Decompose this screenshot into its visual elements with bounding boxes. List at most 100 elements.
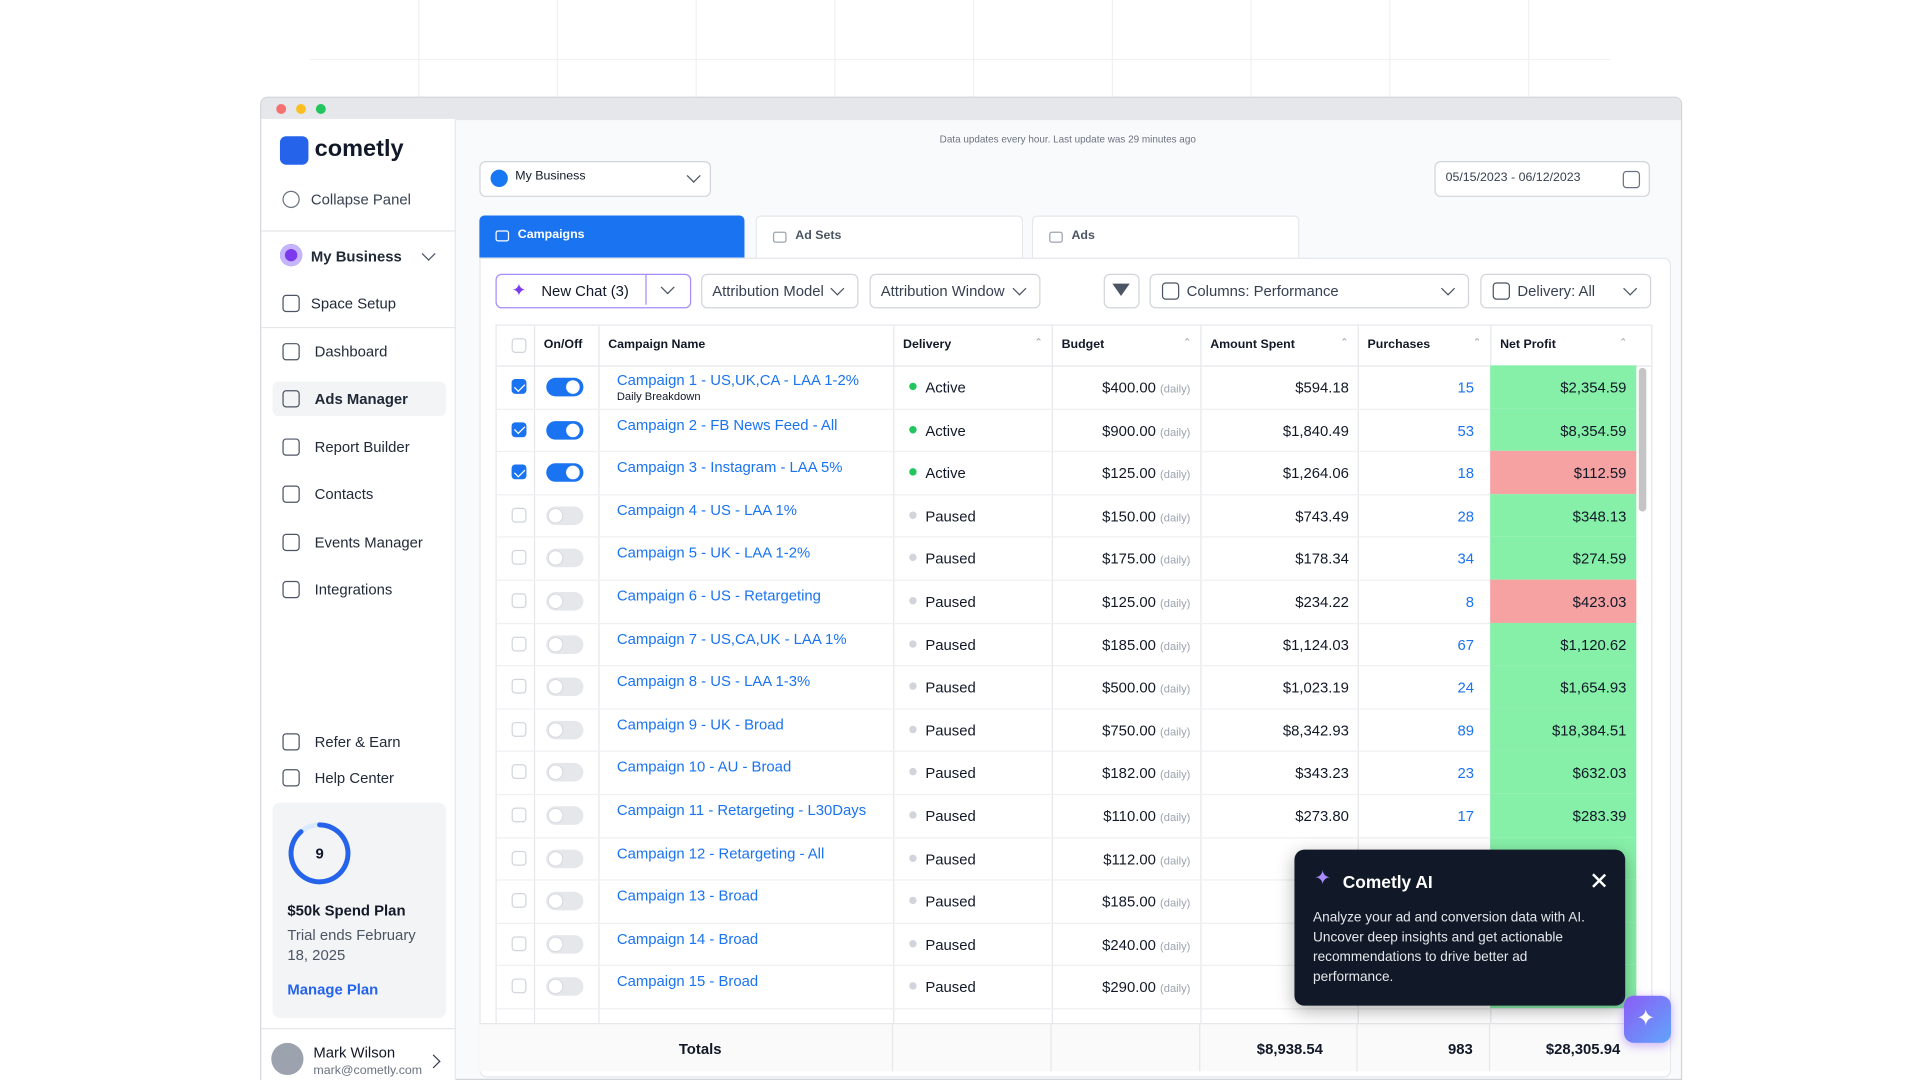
sort-icon[interactable]: ⌃: [1034, 336, 1043, 349]
sort-icon[interactable]: ⌃: [1472, 336, 1482, 349]
footer-link[interactable]: Help Center: [314, 769, 394, 787]
collapse-panel[interactable]: Collapse Panel: [310, 190, 411, 209]
row-checkbox[interactable]: [511, 378, 527, 394]
toggle[interactable]: [546, 720, 584, 740]
row-checkbox[interactable]: [511, 636, 527, 651]
campaign-name[interactable]: Campaign 12 - Retargeting - All: [616, 844, 825, 862]
toggle[interactable]: [546, 549, 584, 568]
column-header[interactable]: Amount Spent: [1210, 338, 1295, 352]
tab[interactable]: Campaigns: [479, 215, 745, 258]
row-checkbox[interactable]: [511, 464, 527, 480]
toggle[interactable]: [546, 891, 584, 911]
toolbar-button[interactable]: Delivery: All: [1480, 273, 1652, 309]
purchases[interactable]: 53: [1457, 421, 1475, 440]
nav-item[interactable]: Integrations: [314, 580, 393, 599]
row-checkbox[interactable]: [511, 978, 527, 994]
ai-button[interactable]: ✦: [1623, 995, 1672, 1043]
scrollbar[interactable]: [1638, 367, 1647, 512]
campaign-name[interactable]: Campaign 11 - Retargeting - L30Days: [616, 801, 867, 819]
toggle[interactable]: [546, 977, 584, 997]
purchases[interactable]: 23: [1457, 764, 1475, 782]
new-chat[interactable]: ✦ New Chat (3): [495, 273, 692, 309]
nav-item[interactable]: Ads Manager: [314, 390, 408, 408]
toggle[interactable]: [546, 806, 584, 825]
purchases[interactable]: 24: [1457, 678, 1475, 697]
row-checkbox[interactable]: [511, 550, 527, 566]
footer-link[interactable]: Refer & Earn: [314, 733, 401, 751]
row-checkbox[interactable]: [511, 764, 527, 780]
nav-item[interactable]: Report Builder: [314, 438, 410, 456]
campaign-name[interactable]: Campaign 7 - US,CA,UK - LAA 1%: [616, 629, 847, 648]
row-checkbox[interactable]: [511, 850, 527, 866]
toggle[interactable]: [546, 592, 584, 611]
campaign-name[interactable]: Campaign 15 - Broad: [616, 972, 759, 991]
campaign-name[interactable]: Campaign 10 - AU - Broad: [616, 758, 792, 776]
manage-plan[interactable]: Manage Plan: [287, 980, 379, 999]
campaign-name[interactable]: Campaign 1 - US,UK,CA - LAA 1-2%: [616, 371, 859, 389]
row-checkbox[interactable]: [511, 807, 527, 823]
purchases[interactable]: 89: [1457, 721, 1475, 740]
campaign-name[interactable]: Campaign 9 - UK - Broad: [616, 715, 784, 733]
toggle[interactable]: [546, 420, 584, 440]
window-dot[interactable]: [276, 104, 287, 114]
toolbar-button[interactable]: Attribution Window: [869, 273, 1041, 309]
tab[interactable]: Ad Sets: [755, 215, 1024, 259]
toggle[interactable]: [546, 849, 584, 868]
column-header[interactable]: Campaign Name: [608, 338, 706, 352]
column-header[interactable]: Purchases: [1367, 338, 1431, 352]
toggle[interactable]: [546, 634, 584, 654]
nav-item[interactable]: Contacts: [314, 485, 374, 504]
sort-icon[interactable]: ⌃: [1340, 336, 1349, 349]
window-dot[interactable]: [315, 104, 326, 114]
toggle[interactable]: [546, 934, 584, 954]
nav-item[interactable]: Dashboard: [314, 343, 388, 361]
toggle-knob: [548, 551, 563, 566]
toolbar-button[interactable]: Columns: Performance: [1149, 273, 1470, 309]
toggle[interactable]: [546, 377, 584, 397]
purchases[interactable]: 15: [1457, 378, 1475, 397]
workspace-name[interactable]: My Business: [310, 247, 402, 266]
close-button[interactable]: [1592, 873, 1607, 888]
sort-icon[interactable]: ⌃: [1618, 336, 1628, 349]
row-checkbox[interactable]: [511, 678, 527, 694]
window-dot[interactable]: [296, 104, 306, 114]
campaign-name[interactable]: Campaign 2 - FB News Feed - All: [616, 415, 838, 433]
campaign-name[interactable]: Campaign 6 - US - Retargeting: [616, 587, 821, 605]
row-checkbox[interactable]: [511, 893, 527, 909]
column-header[interactable]: On/Off: [543, 338, 583, 352]
daily-breakdown[interactable]: Daily Breakdown: [616, 390, 701, 403]
toggle[interactable]: [546, 677, 584, 697]
nav-item[interactable]: Events Manager: [314, 533, 423, 551]
toggle[interactable]: [546, 763, 584, 782]
toggle[interactable]: [546, 463, 584, 483]
nav-item[interactable]: Space Setup: [310, 294, 397, 313]
business-select[interactable]: My Business: [479, 161, 712, 197]
campaign-name[interactable]: Campaign 3 - Instagram - LAA 5%: [616, 458, 843, 476]
purchases[interactable]: 28: [1457, 507, 1475, 525]
date-range[interactable]: 05/15/2023 - 06/12/2023: [1434, 161, 1650, 197]
campaign-name[interactable]: Campaign 5 - UK - LAA 1-2%: [616, 544, 811, 562]
row-checkbox[interactable]: [511, 507, 527, 523]
campaign-name[interactable]: Campaign 13 - Broad: [616, 887, 759, 905]
filter-button[interactable]: [1103, 273, 1140, 309]
purchases[interactable]: 34: [1457, 550, 1475, 568]
checkbox[interactable]: [511, 338, 527, 353]
purchases[interactable]: 67: [1457, 636, 1475, 654]
campaign-name[interactable]: Campaign 14 - Broad: [616, 929, 759, 948]
row-checkbox[interactable]: [511, 421, 527, 437]
purchases[interactable]: 8: [1465, 593, 1475, 611]
column-header[interactable]: Budget: [1061, 338, 1105, 352]
campaign-name[interactable]: Campaign 4 - US - LAA 1%: [616, 501, 797, 519]
purchases[interactable]: 17: [1457, 807, 1475, 825]
column-header[interactable]: Net Profit: [1500, 338, 1556, 352]
column-header[interactable]: Delivery: [903, 338, 952, 352]
row-checkbox[interactable]: [511, 593, 527, 609]
row-checkbox[interactable]: [511, 721, 527, 737]
purchases[interactable]: 18: [1457, 464, 1475, 483]
campaign-name[interactable]: Campaign 8 - US - LAA 1-3%: [616, 672, 811, 691]
toggle[interactable]: [546, 506, 584, 525]
toolbar-button[interactable]: Attribution Model: [701, 273, 859, 309]
sort-icon[interactable]: ⌃: [1182, 336, 1192, 349]
row-checkbox[interactable]: [511, 936, 527, 951]
tab[interactable]: Ads: [1031, 215, 1300, 259]
